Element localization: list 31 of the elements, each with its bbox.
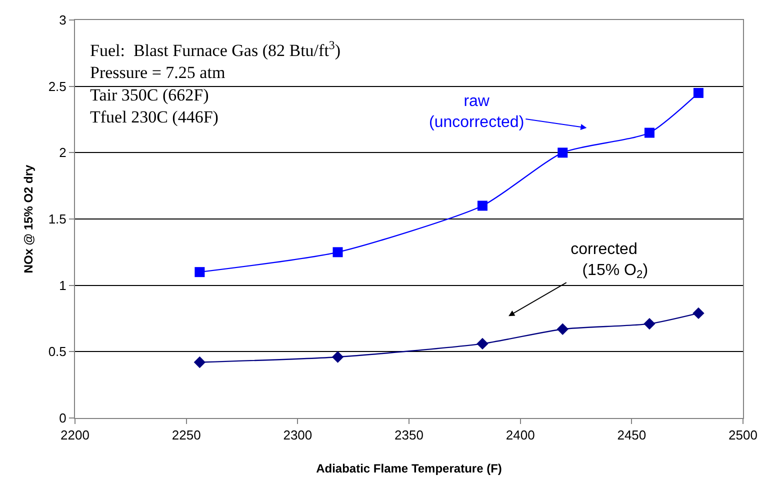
y-tick-label: 3 xyxy=(59,12,66,28)
x-tick-label: 2250 xyxy=(172,428,201,443)
text: Fuel: Blast Furnace Gas (82 Btu/ft$^{3}$) Pressure = 7.25 atm Tair 350C (662F) Tfuel 230C (446F) xyxy=(90,38,341,126)
point xyxy=(692,307,704,320)
y-tick-label: 2.5 xyxy=(48,78,66,94)
x-tick-label: 2300 xyxy=(283,428,312,443)
x-tick-label: 2200 xyxy=(60,428,90,443)
x-tick-label: 2450 xyxy=(617,428,646,443)
x-tick-label: 2500 xyxy=(728,428,758,443)
annotation: raw (uncorrected) xyxy=(429,93,524,131)
y-tick-label: 1 xyxy=(59,278,66,293)
point xyxy=(644,128,654,138)
y-tick-label: 1.5 xyxy=(48,212,66,227)
x-axis-title: Adiabatic Flame Temperature (F) xyxy=(316,462,502,476)
y-axis-title: NOx @ 15% O2 dry xyxy=(22,164,36,274)
point xyxy=(194,267,205,278)
point xyxy=(476,338,488,350)
y-tick-label: 0.5 xyxy=(48,344,66,360)
point xyxy=(556,323,568,335)
x-tick-label: 2400 xyxy=(506,428,535,443)
y-tick-label: 0 xyxy=(59,410,66,426)
point xyxy=(332,247,343,258)
point xyxy=(332,351,344,363)
x-tick-label: 2350 xyxy=(394,428,424,443)
point xyxy=(644,318,656,330)
point xyxy=(558,148,568,158)
point xyxy=(477,200,488,211)
y-tick-label: 2 xyxy=(59,145,66,160)
point xyxy=(194,356,206,368)
point xyxy=(693,88,704,98)
annotation: corrected (15% O$_{2}$) xyxy=(560,241,648,282)
